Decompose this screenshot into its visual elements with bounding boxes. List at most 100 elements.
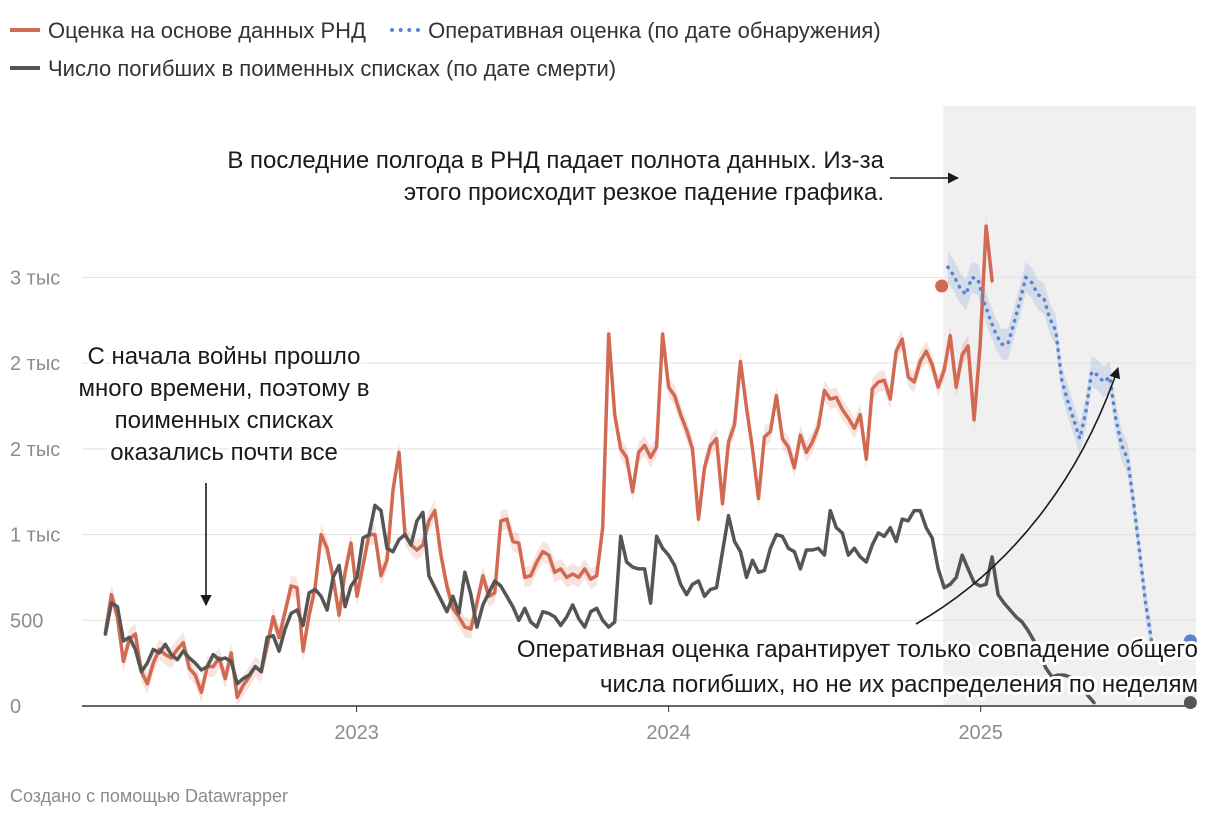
rnd-estimate-point [385,558,389,562]
named-deaths-point [571,603,575,607]
rnd-estimate-point [864,457,868,461]
named-deaths-point [792,550,796,554]
operational-estimate-point [1048,317,1052,321]
rnd-estimate-point [295,586,299,590]
legend-item-rnd[interactable]: Оценка на основе данных РНД [10,12,366,50]
operational-estimate-point [1096,373,1100,377]
legend-item-operational[interactable]: Оперативная оценка (по дате обнаружения) [390,12,881,50]
named-deaths-point [373,503,377,507]
rnd-estimate-point [852,426,856,430]
y-tick-label: 500 [10,610,43,632]
named-deaths-point [858,555,862,559]
named-deaths-point [894,539,898,543]
rnd-estimate-point [559,567,563,571]
named-deaths-point [715,586,719,590]
named-deaths-point [151,647,155,651]
annotation-3: Оперативная оценка гарантирует только со… [517,636,1198,698]
y-tick-label: 2 тыс [10,439,60,461]
named-deaths-point [283,627,287,631]
rnd-estimate-point [733,423,737,427]
named-deaths-point [846,553,850,557]
legend-label-deaths: Число погибших в поименных списках (по д… [48,56,617,81]
annotation-arrow-3 [915,366,1121,625]
rnd-estimate-point [858,413,862,417]
operational-estimate-point [988,317,992,321]
named-deaths-point [960,553,964,557]
named-deaths-point [463,570,467,574]
rnd-estimate-endpoint [935,279,949,293]
legend-label-operational: Оперативная оценка (по дате обнаружения) [428,18,881,43]
named-deaths-point [193,661,197,665]
rnd-estimate-point [421,543,425,547]
rnd-estimate-point [667,385,671,389]
named-deaths-point [601,618,605,622]
rnd-estimate-point [109,593,113,597]
named-deaths-point [709,587,713,591]
operational-estimate-point [1054,329,1058,333]
rnd-estimate-point [271,615,275,619]
rnd-estimate-point [373,533,377,537]
named-deaths-point [433,586,437,590]
annotation-1: В последние полгода в РНД падает полнота… [227,147,884,206]
operational-estimate-point [1132,502,1136,506]
named-deaths-point [936,567,940,571]
operational-estimate-point [1018,299,1022,303]
rnd-estimate-point [739,359,743,363]
named-deaths-point [1008,608,1012,612]
operational-estimate-point [1108,375,1112,379]
operational-estimate-point [1030,281,1034,285]
named-deaths-point [745,575,749,579]
rnd-estimate-point [325,546,329,550]
y-tick-label: 0 [10,696,21,718]
named-deaths-point [277,649,281,653]
named-deaths-point [379,509,383,513]
named-deaths-point [798,567,802,571]
annotation-line: В последние полгода в РНД падает полнота… [227,147,884,174]
y-tick-label: 2 тыс [10,353,60,375]
legend-item-deaths[interactable]: Число погибших в поименных списках (по д… [10,50,616,88]
named-deaths-point [697,579,701,583]
rnd-estimate-point [427,519,431,523]
named-deaths-point [127,635,131,639]
named-deaths-point [774,533,778,537]
named-deaths-point [966,567,970,571]
operational-estimate-point [1000,342,1004,346]
named-deaths-point [253,665,257,669]
rnd-estimate-point [960,353,964,357]
operational-estimate-point [952,274,956,278]
credit-text: Создано с помощью Datawrapper [10,786,289,806]
rnd-estimate-point [715,437,719,441]
rnd-estimate-point [517,541,521,545]
named-deaths-point [535,625,539,629]
operational-estimate-point [1042,296,1046,300]
named-deaths-point [343,605,347,609]
rnd-estimate-point [571,572,575,576]
named-deaths-point [313,587,317,591]
named-deaths-point [1020,620,1024,624]
rnd-estimate-point [798,433,802,437]
operational-estimate-point [1120,443,1124,447]
named-deaths-point [493,579,497,583]
operational-estimate-point [1114,416,1118,420]
named-deaths-point [409,543,413,547]
operational-estimate-point [1072,418,1076,422]
named-deaths-point [786,546,790,550]
operational-estimate-endpoint [1183,634,1197,648]
named-deaths-point [469,593,473,597]
named-deaths-point [487,591,491,595]
named-deaths-point [445,610,449,614]
rnd-estimate-point [211,665,215,669]
rnd-estimate-point [577,575,581,579]
named-deaths-point [229,659,233,663]
rnd-estimate-point [115,615,119,619]
named-deaths-point [361,536,365,540]
named-deaths-point [187,656,191,660]
named-deaths-point [427,574,431,578]
rnd-estimate-point [721,502,725,506]
named-deaths-point [511,605,515,609]
rnd-estimate-point [415,548,419,552]
rnd-estimate-point [439,553,443,557]
named-deaths-point [804,548,808,552]
rnd-estimate-point [978,344,982,348]
named-deaths-point [133,647,137,651]
